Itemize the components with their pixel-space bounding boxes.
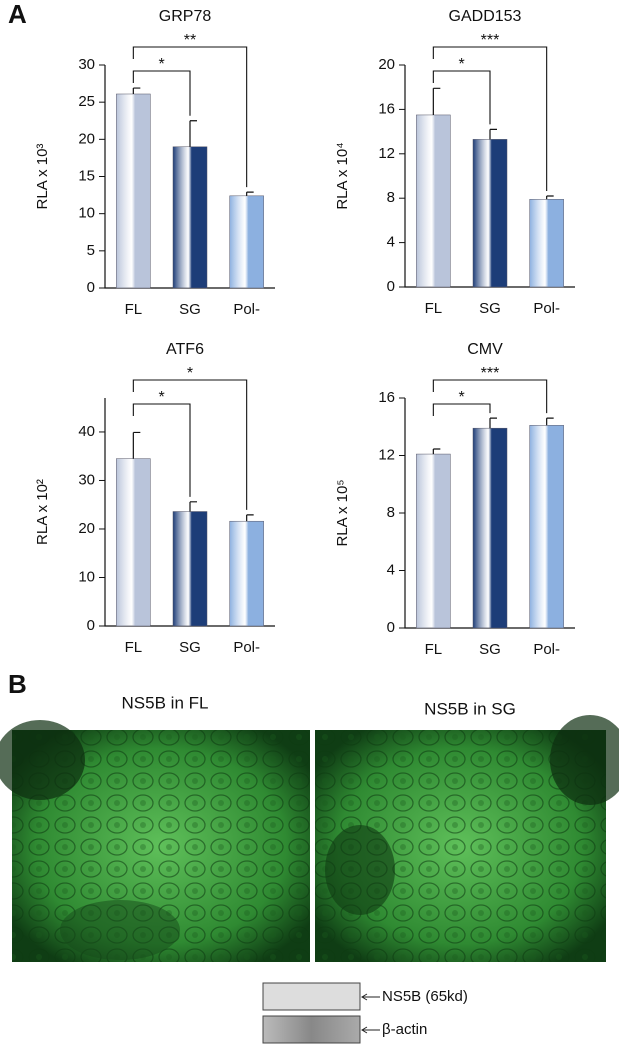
error-bar <box>432 448 441 455</box>
y-axis-label: RLA x 10² <box>34 479 51 545</box>
significance-label: * <box>459 56 465 73</box>
y-tick-label: 16 <box>378 100 395 117</box>
y-tick-label: 0 <box>387 619 395 636</box>
bar <box>116 458 151 627</box>
significance-bracket <box>132 403 191 497</box>
significance-label: * <box>187 365 193 382</box>
bar <box>229 195 264 289</box>
significance-label: *** <box>481 365 500 382</box>
significance-bracket <box>432 46 548 191</box>
x-tick-label: SG <box>179 301 201 318</box>
chart-title: GADD153 <box>449 8 522 25</box>
image-title: NS5B in SG <box>424 699 516 718</box>
y-axis-label: RLA x 10³ <box>34 144 51 210</box>
chart-title: ATF6 <box>166 341 204 358</box>
significance-label: *** <box>481 32 500 49</box>
y-tick-label: 20 <box>78 130 95 147</box>
micrograph <box>315 715 619 962</box>
significance-label: * <box>159 56 165 73</box>
significance-label: * <box>459 389 465 406</box>
significance-label: * <box>159 389 165 406</box>
error-bar <box>246 191 254 196</box>
x-tick-label: SG <box>179 639 201 656</box>
y-tick-label: 4 <box>387 234 395 251</box>
y-tick-label: 16 <box>378 389 395 406</box>
bar <box>472 427 508 629</box>
blot-label: β-actin <box>382 1021 427 1038</box>
error-bar <box>246 514 254 522</box>
x-tick-label: FL <box>425 300 443 317</box>
y-tick-label: 10 <box>78 568 95 585</box>
y-tick-label: 0 <box>87 617 95 634</box>
y-tick-label: 8 <box>387 504 395 521</box>
micrograph <box>0 720 310 962</box>
panel-label: A <box>8 0 27 29</box>
y-tick-label: 0 <box>87 279 95 296</box>
significance-label: ** <box>184 32 196 49</box>
error-bar <box>132 87 141 94</box>
error-bar <box>432 87 441 115</box>
arrow <box>361 993 380 1034</box>
significance-bracket <box>132 379 248 510</box>
significance-bracket <box>432 70 491 125</box>
error-bar <box>546 195 554 200</box>
y-tick-label: 20 <box>78 520 95 537</box>
y-tick-label: 12 <box>378 446 395 463</box>
error-bar <box>489 128 497 140</box>
blot-band <box>262 982 361 1011</box>
y-axis-label: RLA x 10⁵ <box>334 479 351 546</box>
y-tick-label: 12 <box>378 145 395 162</box>
y-tick-label: 5 <box>87 242 95 259</box>
significance-bracket <box>432 403 491 416</box>
bar <box>172 511 208 627</box>
bar <box>116 93 151 289</box>
y-tick-label: 40 <box>78 423 95 440</box>
y-tick-label: 10 <box>78 205 95 222</box>
x-tick-label: Pol- <box>533 641 560 658</box>
blot-band <box>262 1015 361 1044</box>
error-bar <box>546 417 554 426</box>
y-tick-label: 25 <box>78 93 95 110</box>
blot-label: NS5B (65kd) <box>382 988 468 1005</box>
y-tick-label: 30 <box>78 471 95 488</box>
y-tick-label: 15 <box>78 167 95 184</box>
bar <box>416 453 451 629</box>
image-title: NS5B in FL <box>122 693 209 712</box>
x-tick-label: FL <box>125 639 143 656</box>
x-tick-label: FL <box>425 641 443 658</box>
y-tick-label: 8 <box>387 189 395 206</box>
chart-title: GRP78 <box>159 8 212 25</box>
error-bar <box>489 417 497 429</box>
bar <box>529 199 564 288</box>
panel-label: B <box>8 669 27 699</box>
error-bar <box>132 431 141 459</box>
y-tick-label: 30 <box>78 56 95 73</box>
y-tick-label: 0 <box>387 278 395 295</box>
bar <box>172 146 208 289</box>
error-bar <box>189 501 197 512</box>
bar <box>416 114 451 288</box>
significance-bracket <box>432 379 548 414</box>
x-tick-label: FL <box>125 301 143 318</box>
significance-bracket <box>132 70 191 116</box>
chart-title: CMV <box>467 341 503 358</box>
bar <box>529 425 564 629</box>
x-tick-label: Pol- <box>533 300 560 317</box>
y-tick-label: 20 <box>378 56 395 73</box>
x-tick-label: SG <box>479 300 501 317</box>
y-tick-label: 4 <box>387 561 395 578</box>
x-tick-label: SG <box>479 641 501 658</box>
bar <box>472 139 508 288</box>
significance-bracket <box>132 46 248 188</box>
error-bar <box>189 120 197 147</box>
x-tick-label: Pol- <box>233 639 260 656</box>
bar <box>229 520 264 627</box>
x-tick-label: Pol- <box>233 301 260 318</box>
y-axis-label: RLA x 10⁴ <box>334 142 351 209</box>
